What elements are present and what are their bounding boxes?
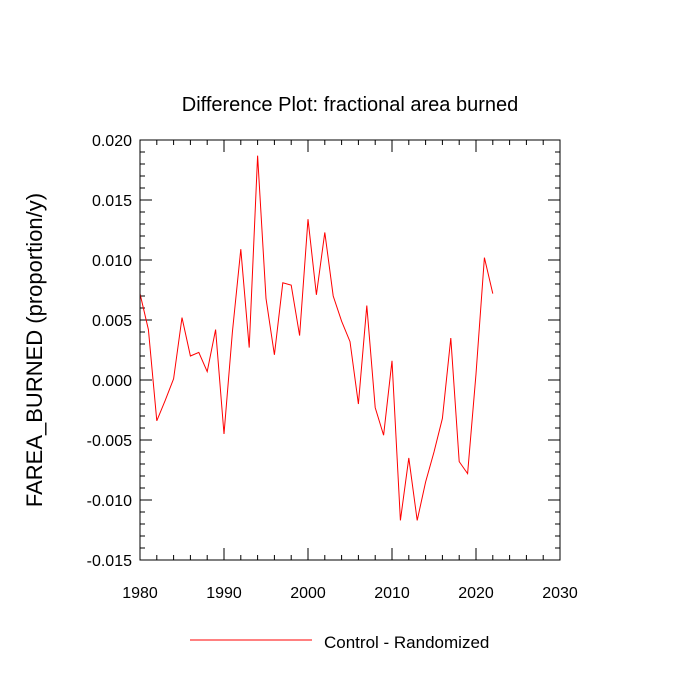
y-tick-label: -0.005 — [87, 433, 132, 450]
chart-title: Difference Plot: fractional area burned — [182, 94, 519, 116]
plot-frame — [139, 139, 561, 561]
x-tick-label: 2010 — [374, 585, 410, 602]
legend-label: Control - Randomized — [324, 633, 489, 652]
x-tick-label: 2020 — [458, 585, 494, 602]
minor-ticks — [140, 140, 560, 560]
major-ticks — [139, 139, 561, 561]
x-tick-label: 2000 — [290, 585, 326, 602]
y-tick-labels: -0.015 -0.010 -0.005 0.000 0.005 0.010 0.015 0.… — [87, 133, 132, 570]
y-tick-label: -0.015 — [87, 553, 132, 570]
series-group — [139, 155, 494, 521]
x-tick-labels: 1980 1990 2000 2010 2020 2030 — [122, 585, 578, 602]
y-tick-label: 0.020 — [92, 133, 132, 150]
legend: Control - Randomized — [190, 633, 489, 652]
y-axis-label: FAREA_BURNED (proportion/y) — [22, 193, 47, 507]
y-tick-label: 0.015 — [92, 193, 132, 210]
x-tick-label: 1990 — [206, 585, 242, 602]
x-tick-label: 2030 — [542, 585, 578, 602]
y-tick-label: 0.010 — [92, 253, 132, 270]
x-tick-label: 1980 — [122, 585, 158, 602]
y-tick-label: 0.000 — [92, 373, 132, 390]
y-tick-label: 0.005 — [92, 313, 132, 330]
y-tick-label: -0.010 — [87, 493, 132, 510]
series-line — [139, 155, 494, 521]
